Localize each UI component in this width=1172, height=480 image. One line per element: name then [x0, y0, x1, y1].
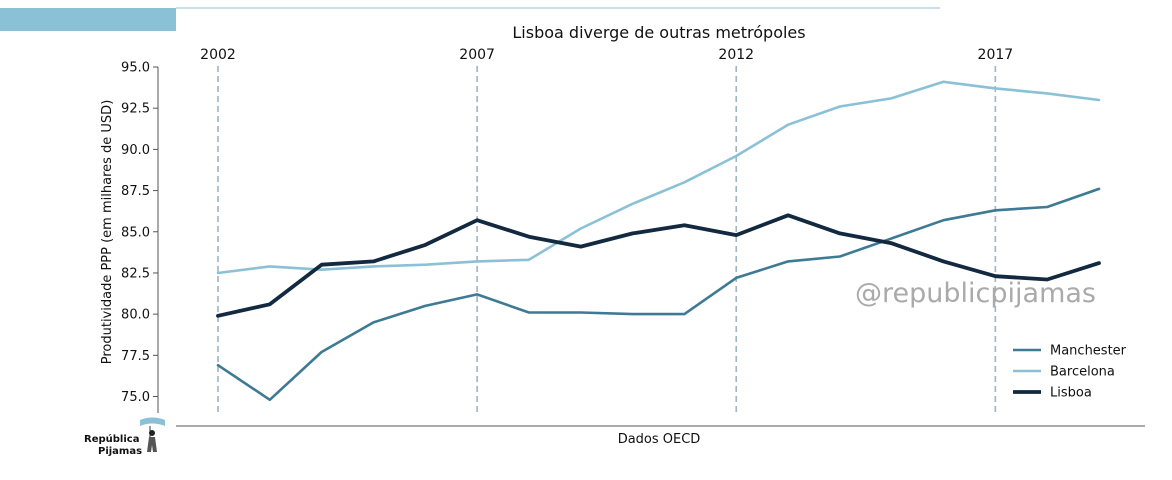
- logo: República Pijamas: [84, 417, 165, 457]
- y-tick-label: 95.0: [121, 61, 150, 76]
- watermark: @republicpijamas: [855, 278, 1096, 309]
- y-axis-label: Produtividade PPP (em milhares de USD): [100, 100, 115, 365]
- year-marker-label: 2002: [200, 47, 236, 63]
- figure-icon: [149, 430, 155, 436]
- year-marker-label: 2017: [978, 47, 1014, 63]
- y-tick-label: 77.5: [121, 349, 150, 364]
- y-tick-label: 82.5: [121, 266, 150, 281]
- series-line-barcelona: [216, 80, 1101, 275]
- series-line-lisboa: [216, 213, 1101, 318]
- series-line-manchester: [216, 187, 1101, 402]
- figure-body-icon: [147, 437, 157, 452]
- header-accent-bar: [0, 8, 176, 31]
- legend-label: Lisboa: [1050, 386, 1092, 401]
- legend-label: Barcelona: [1050, 365, 1115, 380]
- legend-label: Manchester: [1050, 344, 1127, 359]
- y-tick-label: 80.0: [121, 308, 150, 323]
- year-marker-label: 2007: [459, 47, 495, 63]
- y-tick-label: 75.0: [121, 390, 150, 405]
- y-tick-label: 87.5: [121, 184, 150, 199]
- source-label: Dados OECD: [618, 432, 701, 447]
- y-tick-label: 90.0: [121, 143, 150, 158]
- legend: Manchester Barcelona Lisboa: [1013, 344, 1127, 401]
- logo-line1: República: [84, 433, 139, 445]
- series-lines: [216, 80, 1101, 402]
- y-tick-label: 85.0: [121, 225, 150, 240]
- chart-title: Lisboa diverge de outras metrópoles: [512, 23, 805, 42]
- year-markers: 2002 2007 2012 2017: [200, 47, 1013, 413]
- y-axis: 75.0 77.5 80.0 82.5 85.0 87.5 90.0 92.5 95.0: [121, 61, 159, 413]
- logo-line2: Pijamas: [98, 446, 142, 457]
- flag-icon: [140, 417, 165, 426]
- year-marker-label: 2012: [718, 47, 754, 63]
- y-tick-label: 92.5: [121, 102, 150, 117]
